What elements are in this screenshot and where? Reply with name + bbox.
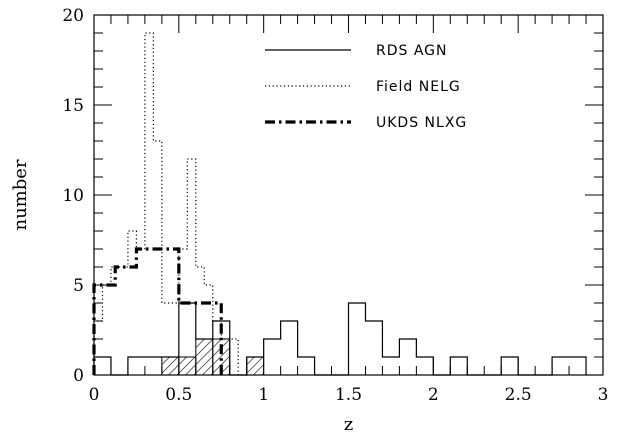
- y-tick-label: 20: [62, 6, 84, 26]
- y-tick-label: 0: [73, 366, 84, 386]
- plot-axes: 0 0.5 1 1.5 2 2.5 3 0 5 10 15 20: [62, 6, 608, 405]
- legend: RDS AGN Field NELG UKDS NLXG: [265, 43, 467, 131]
- x-tick-label: 1: [258, 385, 269, 405]
- hatched-bin: [161, 356, 180, 376]
- x-tick-label: 2: [428, 385, 439, 405]
- legend-label: RDS AGN: [376, 43, 448, 59]
- y-tick-label: 15: [62, 96, 84, 116]
- y-tick-label: 5: [73, 276, 84, 296]
- hatched-bin: [246, 356, 265, 376]
- x-tick-label: 0.5: [165, 385, 192, 405]
- legend-label: Field NELG: [376, 79, 461, 95]
- hatched-bin: [195, 338, 214, 376]
- x-axis-label: z: [344, 414, 353, 435]
- y-axis-label: number: [10, 159, 31, 230]
- x-tick-label: 2.5: [505, 385, 532, 405]
- x-tick-label: 3: [598, 385, 609, 405]
- x-tick-label: 1.5: [335, 385, 362, 405]
- x-tick-label: 0: [89, 385, 100, 405]
- y-tick-label: 10: [62, 186, 84, 206]
- histogram-series: [92, 32, 587, 376]
- legend-label: UKDS NLXG: [376, 115, 467, 131]
- series-step-field-nelg: [93, 32, 247, 376]
- hatched-bin: [178, 356, 197, 376]
